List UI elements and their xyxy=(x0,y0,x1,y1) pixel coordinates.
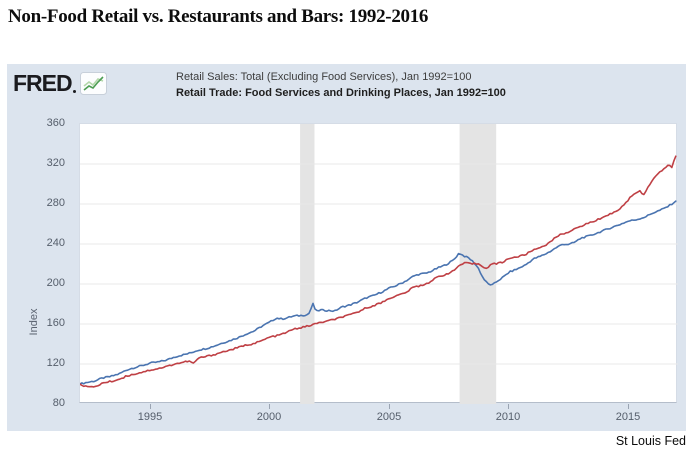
x-tick-mark xyxy=(389,404,390,409)
registered-mark-dot xyxy=(72,90,76,93)
x-tick-label: 1995 xyxy=(137,411,163,423)
legend-swatch-blue xyxy=(149,76,167,79)
y-tick-label: 200 xyxy=(46,277,65,289)
chart-panel: FRED Retail Sales: Total (Excluding Food… xyxy=(7,64,686,431)
fred-logo-text: FRED xyxy=(13,69,73,96)
legend: Retail Sales: Total (Excluding Food Serv… xyxy=(149,69,506,101)
attribution-text: St Louis Fed xyxy=(615,434,686,448)
y-tick-label: 120 xyxy=(46,357,65,369)
y-tick-label: 280 xyxy=(46,197,65,209)
fred-logo[interactable]: FRED xyxy=(13,70,107,96)
y-tick-label: 160 xyxy=(46,317,65,329)
x-tick-label: 2000 xyxy=(256,411,282,423)
x-tick-label: 2010 xyxy=(495,411,521,423)
recession-band xyxy=(300,124,315,404)
y-tick-label: 80 xyxy=(52,397,65,409)
x-tick-mark xyxy=(628,404,629,409)
x-tick-mark xyxy=(508,404,509,409)
x-tick-label: 2005 xyxy=(376,411,402,423)
legend-item-retail-sales: Retail Sales: Total (Excluding Food Serv… xyxy=(149,69,506,85)
legend-label: Retail Sales: Total (Excluding Food Serv… xyxy=(176,71,472,83)
series-line-0 xyxy=(80,200,677,385)
fred-sparkline-icon xyxy=(79,71,107,95)
plot-area[interactable] xyxy=(79,123,678,404)
x-tick-label: 2015 xyxy=(615,411,641,423)
x-tick-mark xyxy=(150,404,151,409)
y-tick-label: 320 xyxy=(46,157,65,169)
series-line-1 xyxy=(80,155,677,388)
legend-item-food-services: Retail Trade: Food Services and Drinking… xyxy=(149,85,506,101)
legend-swatch-red xyxy=(149,92,167,95)
chart-canvas[interactable] xyxy=(80,124,678,404)
legend-label: Retail Trade: Food Services and Drinking… xyxy=(176,87,506,99)
x-tick-mark xyxy=(269,404,270,409)
page-title: Non-Food Retail vs. Restaurants and Bars… xyxy=(8,6,429,27)
y-tick-label: 240 xyxy=(46,237,65,249)
y-tick-label: 360 xyxy=(46,117,65,129)
